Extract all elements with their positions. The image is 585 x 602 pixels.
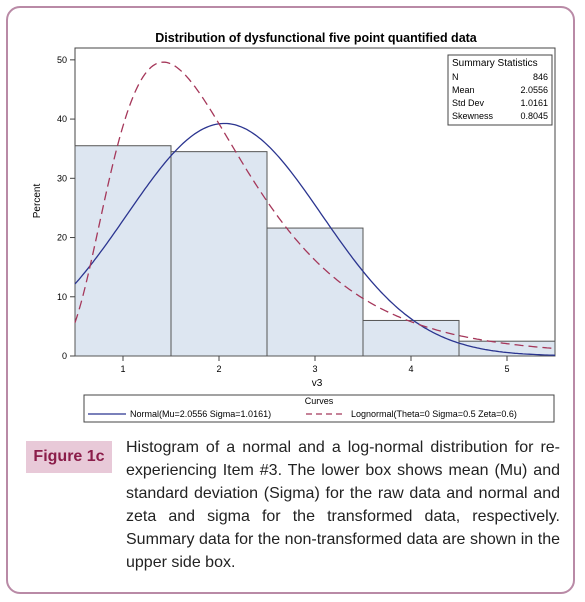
summary-label-stddev: Std Dev [452,98,485,108]
summary-value-n: 846 [533,72,548,82]
lognormal-curve [74,61,556,350]
y-tick-label-30: 30 [57,173,67,183]
histogram-chart: Distribution of dysfunctional five point… [32,31,556,423]
x-axis-label: v3 [312,378,323,389]
summary-title: Summary Statistics [452,58,538,69]
histogram-bar-2 [170,151,268,357]
summary-label-skewness: Skewness [452,111,494,121]
plot-area: 0 10 20 30 40 50 1 2 3 4 5 [57,47,556,374]
legend: Curves Normal(Mu=2.0556 Sigma=1.0161) Lo… [83,394,555,423]
caption-text: Histogram of a normal and a log-normal d… [126,439,560,571]
x-tick-label-5: 5 [504,364,509,374]
histogram-bar-1 [74,145,172,357]
summary-label-n: N [452,72,459,82]
legend-title: Curves [305,396,334,406]
figure-label: Figure 1c [26,441,112,473]
x-tick-label-3: 3 [312,364,317,374]
legend-lognormal-label: Lognormal(Theta=0 Sigma=0.5 Zeta=0.6) [351,409,517,419]
legend-normal-label: Normal(Mu=2.0556 Sigma=1.0161) [130,409,271,419]
y-tick-label-10: 10 [57,292,67,302]
y-tick-label-20: 20 [57,233,67,243]
x-tick-label-4: 4 [408,364,413,374]
histogram-bar-4 [362,319,460,357]
chart-title: Distribution of dysfunctional five point… [155,31,478,45]
x-tick-label-1: 1 [120,364,125,374]
summary-statistics-box: Summary Statistics N 846 Mean 2.0556 Std… [447,54,553,126]
y-tick-label-40: 40 [57,114,67,124]
summary-value-mean: 2.0556 [520,85,548,95]
y-tick-label-0: 0 [62,351,67,361]
y-axis-label: Percent [32,184,43,219]
y-tick-label-50: 50 [57,55,67,65]
x-tick-label-2: 2 [216,364,221,374]
summary-value-skewness: 0.8045 [520,111,548,121]
summary-value-stddev: 1.0161 [520,98,548,108]
summary-label-mean: Mean [452,85,475,95]
histogram-bar-3 [266,227,364,357]
normal-curve [74,122,556,356]
